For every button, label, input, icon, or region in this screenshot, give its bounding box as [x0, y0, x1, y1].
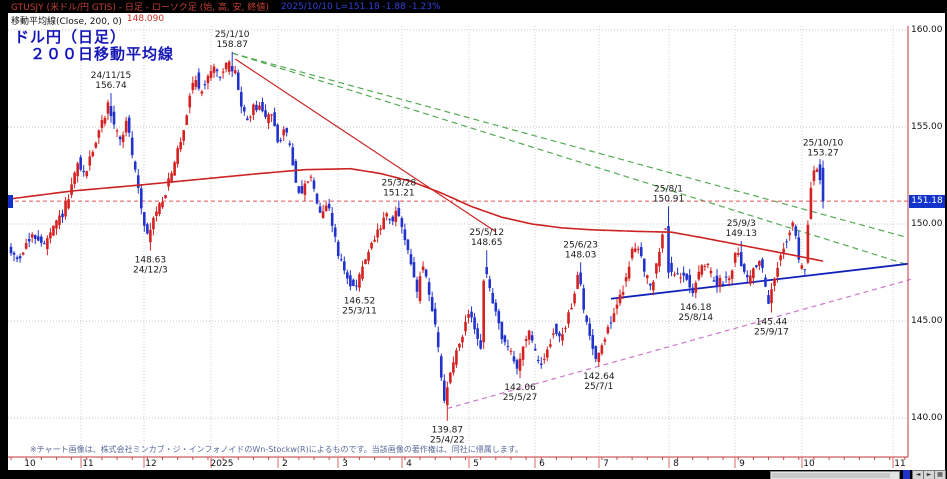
x-axis-label: 7	[603, 459, 609, 469]
horizontal-scrollbar[interactable]	[770, 471, 900, 479]
x-axis-label: 11	[82, 459, 94, 469]
ma-indicator-value: 148.090	[126, 14, 165, 24]
x-axis-label: 10	[24, 459, 36, 469]
x-axis-label: 4	[406, 459, 412, 469]
chart-title: ドル円（日足） ２００日移動平均線	[14, 29, 174, 63]
ma-indicator-label: 移動平均線(Close, 200, 0)	[11, 17, 122, 27]
scrollbar-accent	[903, 470, 910, 479]
y-axis-label: 160.00	[911, 24, 943, 35]
x-axis-label: 6	[539, 459, 545, 469]
chart-background-panel	[8, 13, 945, 470]
x-axis-label: 12	[145, 459, 157, 469]
x-axis-label: 5	[473, 459, 479, 469]
x-axis-label: 2	[282, 459, 288, 469]
y-axis-label: 145.00	[911, 316, 943, 327]
x-axis-label: 10	[803, 459, 815, 469]
last-price-tag-left	[8, 194, 13, 208]
scroll-corner-button[interactable]: ▦	[934, 470, 946, 479]
chart-header-bar: GTUSJY (米ドル/円 GTIS) - 日足 - ローソク足 (始, 高, …	[8, 0, 947, 13]
quote-values: 2025/10/10 L=151.18 -1.88 -1.23%	[280, 1, 441, 12]
indicator-row: 移動平均線(Close, 200, 0) 148.090	[11, 14, 165, 27]
x-axis-label: 8	[673, 459, 679, 469]
x-axis-label: 2025	[210, 459, 234, 469]
y-axis-label: 150.00	[911, 219, 943, 230]
chart-title-line1: ドル円（日足）	[14, 28, 127, 46]
x-axis-label: 11	[894, 459, 906, 469]
instrument-label: GTUSJY (米ドル/円 GTIS) - 日足 - ローソク足 (始, 高, …	[11, 3, 269, 13]
y-axis-label: 140.00	[911, 413, 943, 424]
copyright-disclaimer: ※チャート画像は、株式会社ミンカブ・ジ・インフォノイドのWn-Stockw(R)…	[30, 445, 523, 454]
x-axis-label: 9	[739, 459, 745, 469]
chart-title-line2: ２００日移動平均線	[14, 45, 175, 63]
x-axis-label: 3	[342, 459, 348, 469]
last-price-tag: 151.18	[909, 194, 945, 208]
scrollbar-thumb[interactable]	[772, 473, 890, 478]
y-axis-label: 155.00	[911, 121, 943, 132]
